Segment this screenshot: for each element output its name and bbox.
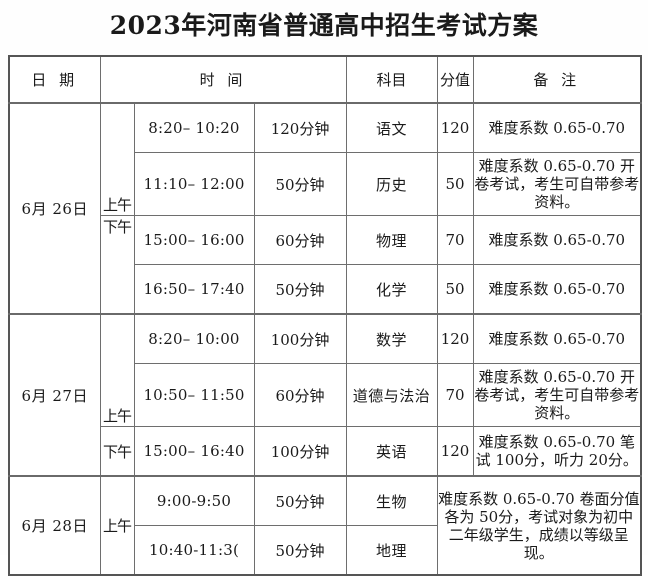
subject-cell: 化学 <box>345 264 438 315</box>
duration-cell: 50分钟 <box>253 525 347 576</box>
header-time: 时 间 <box>99 55 347 104</box>
time-cell: 8:20– 10:20 <box>133 102 255 153</box>
duration-cell: 60分钟 <box>253 215 347 265</box>
period-label-afternoon-0: 下午 <box>99 215 135 315</box>
duration-cell: 100分钟 <box>253 313 347 364</box>
score-cell: 50 <box>436 152 474 216</box>
subject-cell: 数学 <box>345 313 438 364</box>
header-date: 日 期 <box>8 55 101 104</box>
remark-cell: 难度系数 0.65-0.70 <box>472 102 642 153</box>
score-cell: 70 <box>436 363 474 427</box>
duration-cell: 60分钟 <box>253 363 347 427</box>
time-cell: 10:50– 11:50 <box>133 363 255 427</box>
duration-cell: 50分钟 <box>253 152 347 216</box>
remark-cell-merged: 难度系数 0.65-0.70 卷面分值各为 50分，考试对象为初中二年级学生，成… <box>436 475 642 576</box>
score-cell: 70 <box>436 215 474 265</box>
score-cell: 120 <box>436 313 474 364</box>
time-cell: 10:40-11:3( <box>133 525 255 576</box>
score-cell: 50 <box>436 264 474 315</box>
subject-cell: 历史 <box>345 152 438 216</box>
table-row: 16:50– 17:40 50分钟 化学 50 难度系数 0.65-0.70 <box>9 264 642 315</box>
header-score: 分值 <box>436 55 474 104</box>
subject-cell: 语文 <box>345 102 438 153</box>
table-header-row: 日 期 时 间 科目 分值 备 注 <box>8 55 642 104</box>
subject-cell: 地理 <box>345 525 438 576</box>
time-cell: 16:50– 17:40 <box>133 264 255 315</box>
time-cell: 9:00-9:50 <box>133 475 255 526</box>
table-row: 10:50– 11:50 60分钟 道德与法治 70 难度系数 0.65-0.7… <box>9 363 642 427</box>
time-cell: 15:00– 16:00 <box>133 215 255 265</box>
score-cell: 120 <box>436 426 474 477</box>
table-row: 下午 15:00– 16:00 60分钟 物理 70 难度系数 0.65-0.7… <box>9 215 642 315</box>
remark-cell: 难度系数 0.65-0.70 <box>472 313 642 364</box>
exam-schedule-table: 日 期 时 间 科目 分值 备 注 6月 26日 上午 8:20– 10:20 … <box>8 55 643 576</box>
table-row: 6月 26日 上午 8:20– 10:20 120分钟 语文 120 难度系数 … <box>8 102 642 315</box>
header-remark: 备 注 <box>472 55 642 104</box>
duration-cell: 50分钟 <box>253 475 347 526</box>
subject-cell: 道德与法治 <box>345 363 438 427</box>
duration-cell: 50分钟 <box>253 264 347 315</box>
score-cell: 120 <box>436 102 474 153</box>
period-label-afternoon-1: 下午 <box>99 426 135 477</box>
subject-cell: 物理 <box>345 215 438 265</box>
header-subject: 科目 <box>345 55 438 104</box>
time-cell: 15:00– 16:40 <box>133 426 255 477</box>
date-cell-1: 6月 27日 <box>8 313 101 477</box>
remark-cell: 难度系数 0.65-0.70 <box>472 215 642 265</box>
time-cell: 11:10– 12:00 <box>133 152 255 216</box>
table-row: 11:10– 12:00 50分钟 历史 50 难度系数 0.65-0.70 开… <box>9 152 642 216</box>
period-label-morning-0: 上午 <box>99 102 135 216</box>
remark-cell: 难度系数 0.65-0.70 开卷考试，考生可自带参考资料。 <box>472 363 642 427</box>
date-cell-2: 6月 28日 <box>8 475 101 576</box>
duration-cell: 120分钟 <box>253 102 347 153</box>
table-row: 6月 28日 上午 9:00-9:50 50分钟 生物 难度系数 0.65-0.… <box>8 475 642 576</box>
subject-cell: 英语 <box>345 426 438 477</box>
table-row: 6月 27日 上午 8:20– 10:00 100分钟 数学 120 难度系数 … <box>8 313 642 477</box>
exam-schedule-page: 2023年河南省普通高中招生考试方案 日 期 时 间 科目 分值 备 注 <box>8 11 643 576</box>
remark-cell: 难度系数 0.65-0.70 笔试 100分，听力 20分。 <box>472 426 642 477</box>
duration-cell: 100分钟 <box>253 426 347 477</box>
time-cell: 8:20– 10:00 <box>133 313 255 364</box>
period-label-morning-2: 上午 <box>99 475 135 576</box>
subject-cell: 生物 <box>345 475 438 526</box>
remark-cell: 难度系数 0.65-0.70 开卷考试，考生可自带参考资料。 <box>472 152 642 216</box>
page-title: 2023年河南省普通高中招生考试方案 <box>109 11 539 40</box>
table-row: 下午 15:00– 16:40 100分钟 英语 120 难度系数 0.65-0… <box>9 426 642 477</box>
period-label-morning-1: 上午 <box>99 313 135 427</box>
remark-cell: 难度系数 0.65-0.70 <box>472 264 642 315</box>
date-cell-0: 6月 26日 <box>8 102 101 315</box>
exam-schedule-table-wrapper: 日 期 时 间 科目 分值 备 注 6月 26日 上午 8:20– 10:20 … <box>8 55 643 576</box>
